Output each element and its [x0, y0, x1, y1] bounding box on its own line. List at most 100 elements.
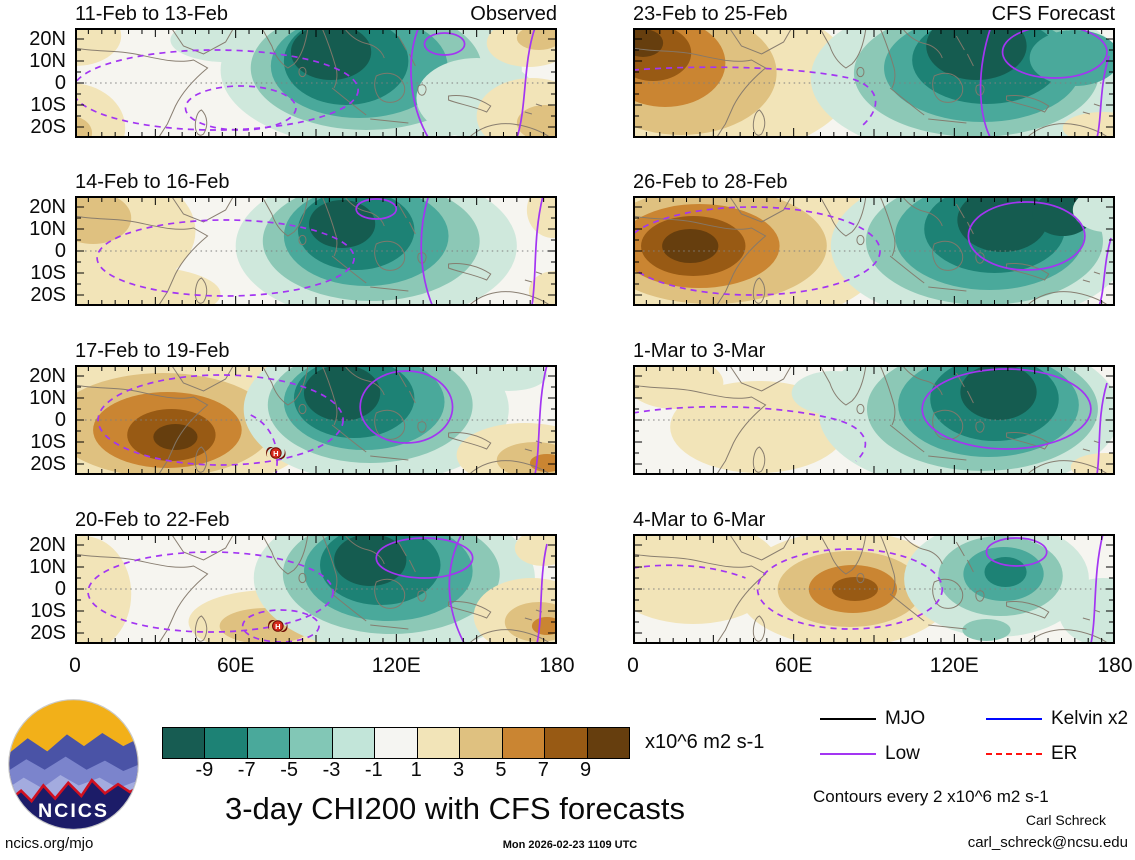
- map-panel-fcst-23feb: [633, 28, 1115, 138]
- colorbar-cell: [587, 728, 629, 758]
- lat-axis-label: 0: [54, 240, 66, 262]
- map-panel-fcst-1mar: [633, 365, 1115, 475]
- colorbar-tick-label: 5: [495, 759, 507, 781]
- colorbar-tick-label: -1: [364, 759, 383, 781]
- lat-axis-label: 10S: [30, 262, 66, 284]
- lat-axis-label: 10S: [30, 94, 66, 116]
- logo-text: NCICS: [38, 800, 109, 822]
- logo-red-ridge: [9, 778, 138, 804]
- svg-text:H: H: [275, 622, 280, 631]
- colorbar-tick-label: 7: [537, 759, 549, 781]
- map-panel-obs-17feb: H: [75, 365, 557, 475]
- contour-interval-note: Contours every 2 x10^6 m2 s-1: [813, 787, 1049, 806]
- site-url: ncics.org/mjo: [5, 835, 94, 852]
- colorbar-tick-label: -3: [322, 759, 341, 781]
- legend-label: MJO: [885, 708, 926, 729]
- lon-axis-label: 180: [1097, 654, 1133, 677]
- colorbar-cell: [290, 728, 333, 758]
- author-email: carl_schreck@ncsu.edu: [967, 834, 1128, 851]
- colorbar-cell: [205, 728, 248, 758]
- panel-date-range: 26-Feb to 28-Feb: [633, 171, 788, 193]
- colorbar-tick-label: 9: [580, 759, 592, 781]
- svg-text:H: H: [273, 449, 278, 458]
- lat-axis-label: 0: [54, 72, 66, 94]
- colorbar-cell: [417, 728, 461, 758]
- lat-axis-label: 10N: [29, 556, 66, 578]
- panel-date-range: 17-Feb to 19-Feb: [75, 340, 230, 362]
- colorbar-units-label: x10^6 m2 s-1: [645, 731, 765, 753]
- colorbar-cell: [247, 728, 291, 758]
- lat-axis-label: 10S: [30, 431, 66, 453]
- lat-axis-label: 0: [54, 578, 66, 600]
- map-panel-obs-14feb: [75, 196, 557, 306]
- panel-source-label: CFS Forecast: [991, 3, 1115, 25]
- lat-axis-label: 20N: [29, 365, 66, 387]
- lat-axis-label: 10N: [29, 50, 66, 72]
- panel-title-fcst-4mar: 4-Mar to 6-Mar: [633, 508, 1115, 532]
- lon-axis-label: 120E: [371, 654, 421, 677]
- lat-axis-label: 10N: [29, 387, 66, 409]
- panel-title-fcst-1mar: 1-Mar to 3-Mar: [633, 339, 1115, 363]
- colorbar-tick-label: 1: [410, 759, 422, 781]
- tropical-cyclone-icon: H: [266, 446, 286, 460]
- lat-axis-label: 20S: [30, 284, 66, 306]
- lat-axis-label: 10N: [29, 218, 66, 240]
- lon-axis-label: 60E: [217, 654, 255, 677]
- legend-item-low: Low: [820, 743, 920, 765]
- legend-label: ER: [1051, 743, 1078, 764]
- panel-date-range: 1-Mar to 3-Mar: [633, 340, 766, 362]
- lon-axis-label: 60E: [775, 654, 813, 677]
- page-title: 3-day CHI200 with CFS forecasts: [224, 791, 685, 826]
- panel-title-fcst-26feb: 26-Feb to 28-Feb: [633, 170, 1115, 194]
- panel-title-obs-17feb: 17-Feb to 19-Feb: [75, 339, 557, 363]
- lon-axis-label: 0: [69, 654, 81, 677]
- lat-axis-label: 20S: [30, 622, 66, 644]
- lat-axis-label: 20N: [29, 534, 66, 556]
- panel-title-obs-11feb: 11-Feb to 13-Feb Observed: [75, 2, 557, 26]
- panel-date-range: 14-Feb to 16-Feb: [75, 171, 230, 193]
- legend-line-swatch: [986, 753, 1042, 755]
- colorbar-cell: [502, 728, 546, 758]
- map-panel-fcst-4mar: [633, 534, 1115, 644]
- panel-date-range: 11-Feb to 13-Feb: [75, 3, 229, 25]
- map-panel-obs-20feb: H: [75, 534, 557, 644]
- colorbar-cell: [332, 728, 376, 758]
- colorbar: [162, 727, 630, 759]
- lat-axis-label: 10S: [30, 600, 66, 622]
- lat-axis-label: 20S: [30, 453, 66, 475]
- legend-item-mjo: MJO: [820, 708, 925, 730]
- lon-axis-label: 180: [539, 654, 575, 677]
- legend-item-kelvin-x2: Kelvin x2: [986, 708, 1128, 730]
- lat-axis-label: 20N: [29, 28, 66, 50]
- lat-axis-label: 0: [54, 409, 66, 431]
- colorbar-cell: [163, 728, 206, 758]
- colorbar-cell: [545, 728, 588, 758]
- colorbar-tick-label: -9: [195, 759, 214, 781]
- legend-line-swatch: [820, 753, 876, 755]
- lat-axis-label: 20S: [30, 116, 66, 138]
- colorbar-cell: [375, 728, 418, 758]
- author-credit: Carl Schreck: [1025, 812, 1106, 828]
- legend-label: Low: [885, 743, 920, 764]
- lon-axis-label: 0: [627, 654, 639, 677]
- panel-source-label: Observed: [470, 3, 557, 25]
- panel-title-obs-20feb: 20-Feb to 22-Feb: [75, 508, 557, 532]
- panel-date-range: 20-Feb to 22-Feb: [75, 509, 230, 531]
- legend-line-swatch: [986, 718, 1042, 720]
- legend-item-er: ER: [986, 743, 1077, 765]
- panel-date-range: 23-Feb to 25-Feb: [633, 3, 788, 25]
- map-panel-obs-11feb: [75, 28, 557, 138]
- colorbar-tick-label: -7: [237, 759, 256, 781]
- ncics-logo: NCICS: [8, 699, 139, 830]
- panel-title-fcst-23feb: 23-Feb to 25-Feb CFS Forecast: [633, 2, 1115, 26]
- colorbar-cell: [460, 728, 503, 758]
- colorbar-tick-label: 3: [452, 759, 465, 781]
- lon-axis-label: 120E: [929, 654, 979, 677]
- colorbar-labels: -9 -7 -5 -3 -1 1 3 5 7 9: [162, 727, 628, 787]
- legend-label: Kelvin x2: [1051, 708, 1129, 729]
- lat-axis-label: 20N: [29, 196, 66, 218]
- panel-title-obs-14feb: 14-Feb to 16-Feb: [75, 170, 557, 194]
- tropical-cyclone-icon: H: [268, 619, 288, 633]
- timestamp: Mon 2026-02-23 1109 UTC: [502, 839, 638, 851]
